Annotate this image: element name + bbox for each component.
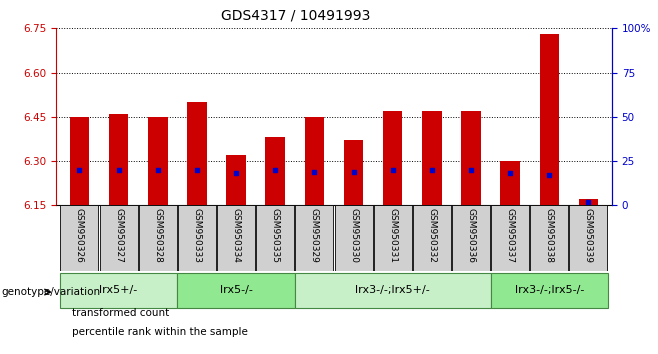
- Bar: [422, 111, 442, 205]
- Point: [583, 199, 594, 205]
- Point: [231, 171, 241, 176]
- FancyBboxPatch shape: [177, 273, 295, 308]
- Text: GDS4317 / 10491993: GDS4317 / 10491993: [221, 9, 371, 23]
- FancyBboxPatch shape: [139, 205, 177, 271]
- Text: lrx5-/-: lrx5-/-: [220, 285, 253, 295]
- FancyBboxPatch shape: [60, 273, 177, 308]
- Point: [191, 167, 202, 173]
- Point: [113, 167, 124, 173]
- Text: GSM950337: GSM950337: [505, 208, 515, 263]
- Bar: [578, 199, 598, 205]
- Text: percentile rank within the sample: percentile rank within the sample: [72, 327, 248, 337]
- Point: [426, 167, 437, 173]
- Bar: [343, 141, 363, 205]
- Text: GSM950329: GSM950329: [310, 208, 319, 263]
- FancyBboxPatch shape: [217, 205, 255, 271]
- Point: [466, 167, 476, 173]
- Text: GSM950333: GSM950333: [192, 208, 201, 263]
- Text: lrx3-/-;lrx5+/-: lrx3-/-;lrx5+/-: [355, 285, 430, 295]
- Bar: [383, 111, 403, 205]
- Text: GSM950338: GSM950338: [545, 208, 554, 263]
- Point: [505, 171, 515, 176]
- Text: GSM950336: GSM950336: [467, 208, 476, 263]
- Bar: [540, 34, 559, 205]
- Point: [74, 167, 85, 173]
- FancyBboxPatch shape: [491, 205, 529, 271]
- Point: [544, 172, 555, 178]
- Point: [153, 167, 163, 173]
- FancyBboxPatch shape: [491, 273, 608, 308]
- Point: [309, 169, 320, 175]
- Bar: [500, 161, 520, 205]
- Text: GSM950331: GSM950331: [388, 208, 397, 263]
- Text: transformed count: transformed count: [72, 308, 170, 318]
- Point: [270, 167, 280, 173]
- Bar: [305, 117, 324, 205]
- FancyBboxPatch shape: [295, 205, 334, 271]
- FancyBboxPatch shape: [452, 205, 490, 271]
- Text: lrx3-/-;lrx5-/-: lrx3-/-;lrx5-/-: [515, 285, 584, 295]
- FancyBboxPatch shape: [256, 205, 294, 271]
- Text: GSM950339: GSM950339: [584, 208, 593, 263]
- Bar: [187, 102, 207, 205]
- FancyBboxPatch shape: [99, 205, 138, 271]
- Text: GSM950327: GSM950327: [114, 208, 123, 263]
- Bar: [148, 117, 168, 205]
- Text: genotype/variation: genotype/variation: [1, 287, 101, 297]
- Point: [348, 169, 359, 175]
- Text: GSM950332: GSM950332: [427, 208, 436, 263]
- Text: GSM950334: GSM950334: [232, 208, 241, 263]
- Point: [388, 167, 398, 173]
- Bar: [461, 111, 481, 205]
- FancyBboxPatch shape: [569, 205, 607, 271]
- FancyBboxPatch shape: [178, 205, 216, 271]
- Text: lrx5+/-: lrx5+/-: [99, 285, 138, 295]
- Bar: [109, 114, 128, 205]
- FancyBboxPatch shape: [334, 205, 372, 271]
- Text: GSM950326: GSM950326: [75, 208, 84, 263]
- Bar: [226, 155, 246, 205]
- Bar: [70, 117, 89, 205]
- Text: GSM950335: GSM950335: [270, 208, 280, 263]
- Text: GSM950328: GSM950328: [153, 208, 163, 263]
- FancyBboxPatch shape: [374, 205, 412, 271]
- Text: GSM950330: GSM950330: [349, 208, 358, 263]
- FancyBboxPatch shape: [61, 205, 99, 271]
- FancyBboxPatch shape: [530, 205, 569, 271]
- Bar: [265, 137, 285, 205]
- FancyBboxPatch shape: [413, 205, 451, 271]
- FancyBboxPatch shape: [295, 273, 491, 308]
